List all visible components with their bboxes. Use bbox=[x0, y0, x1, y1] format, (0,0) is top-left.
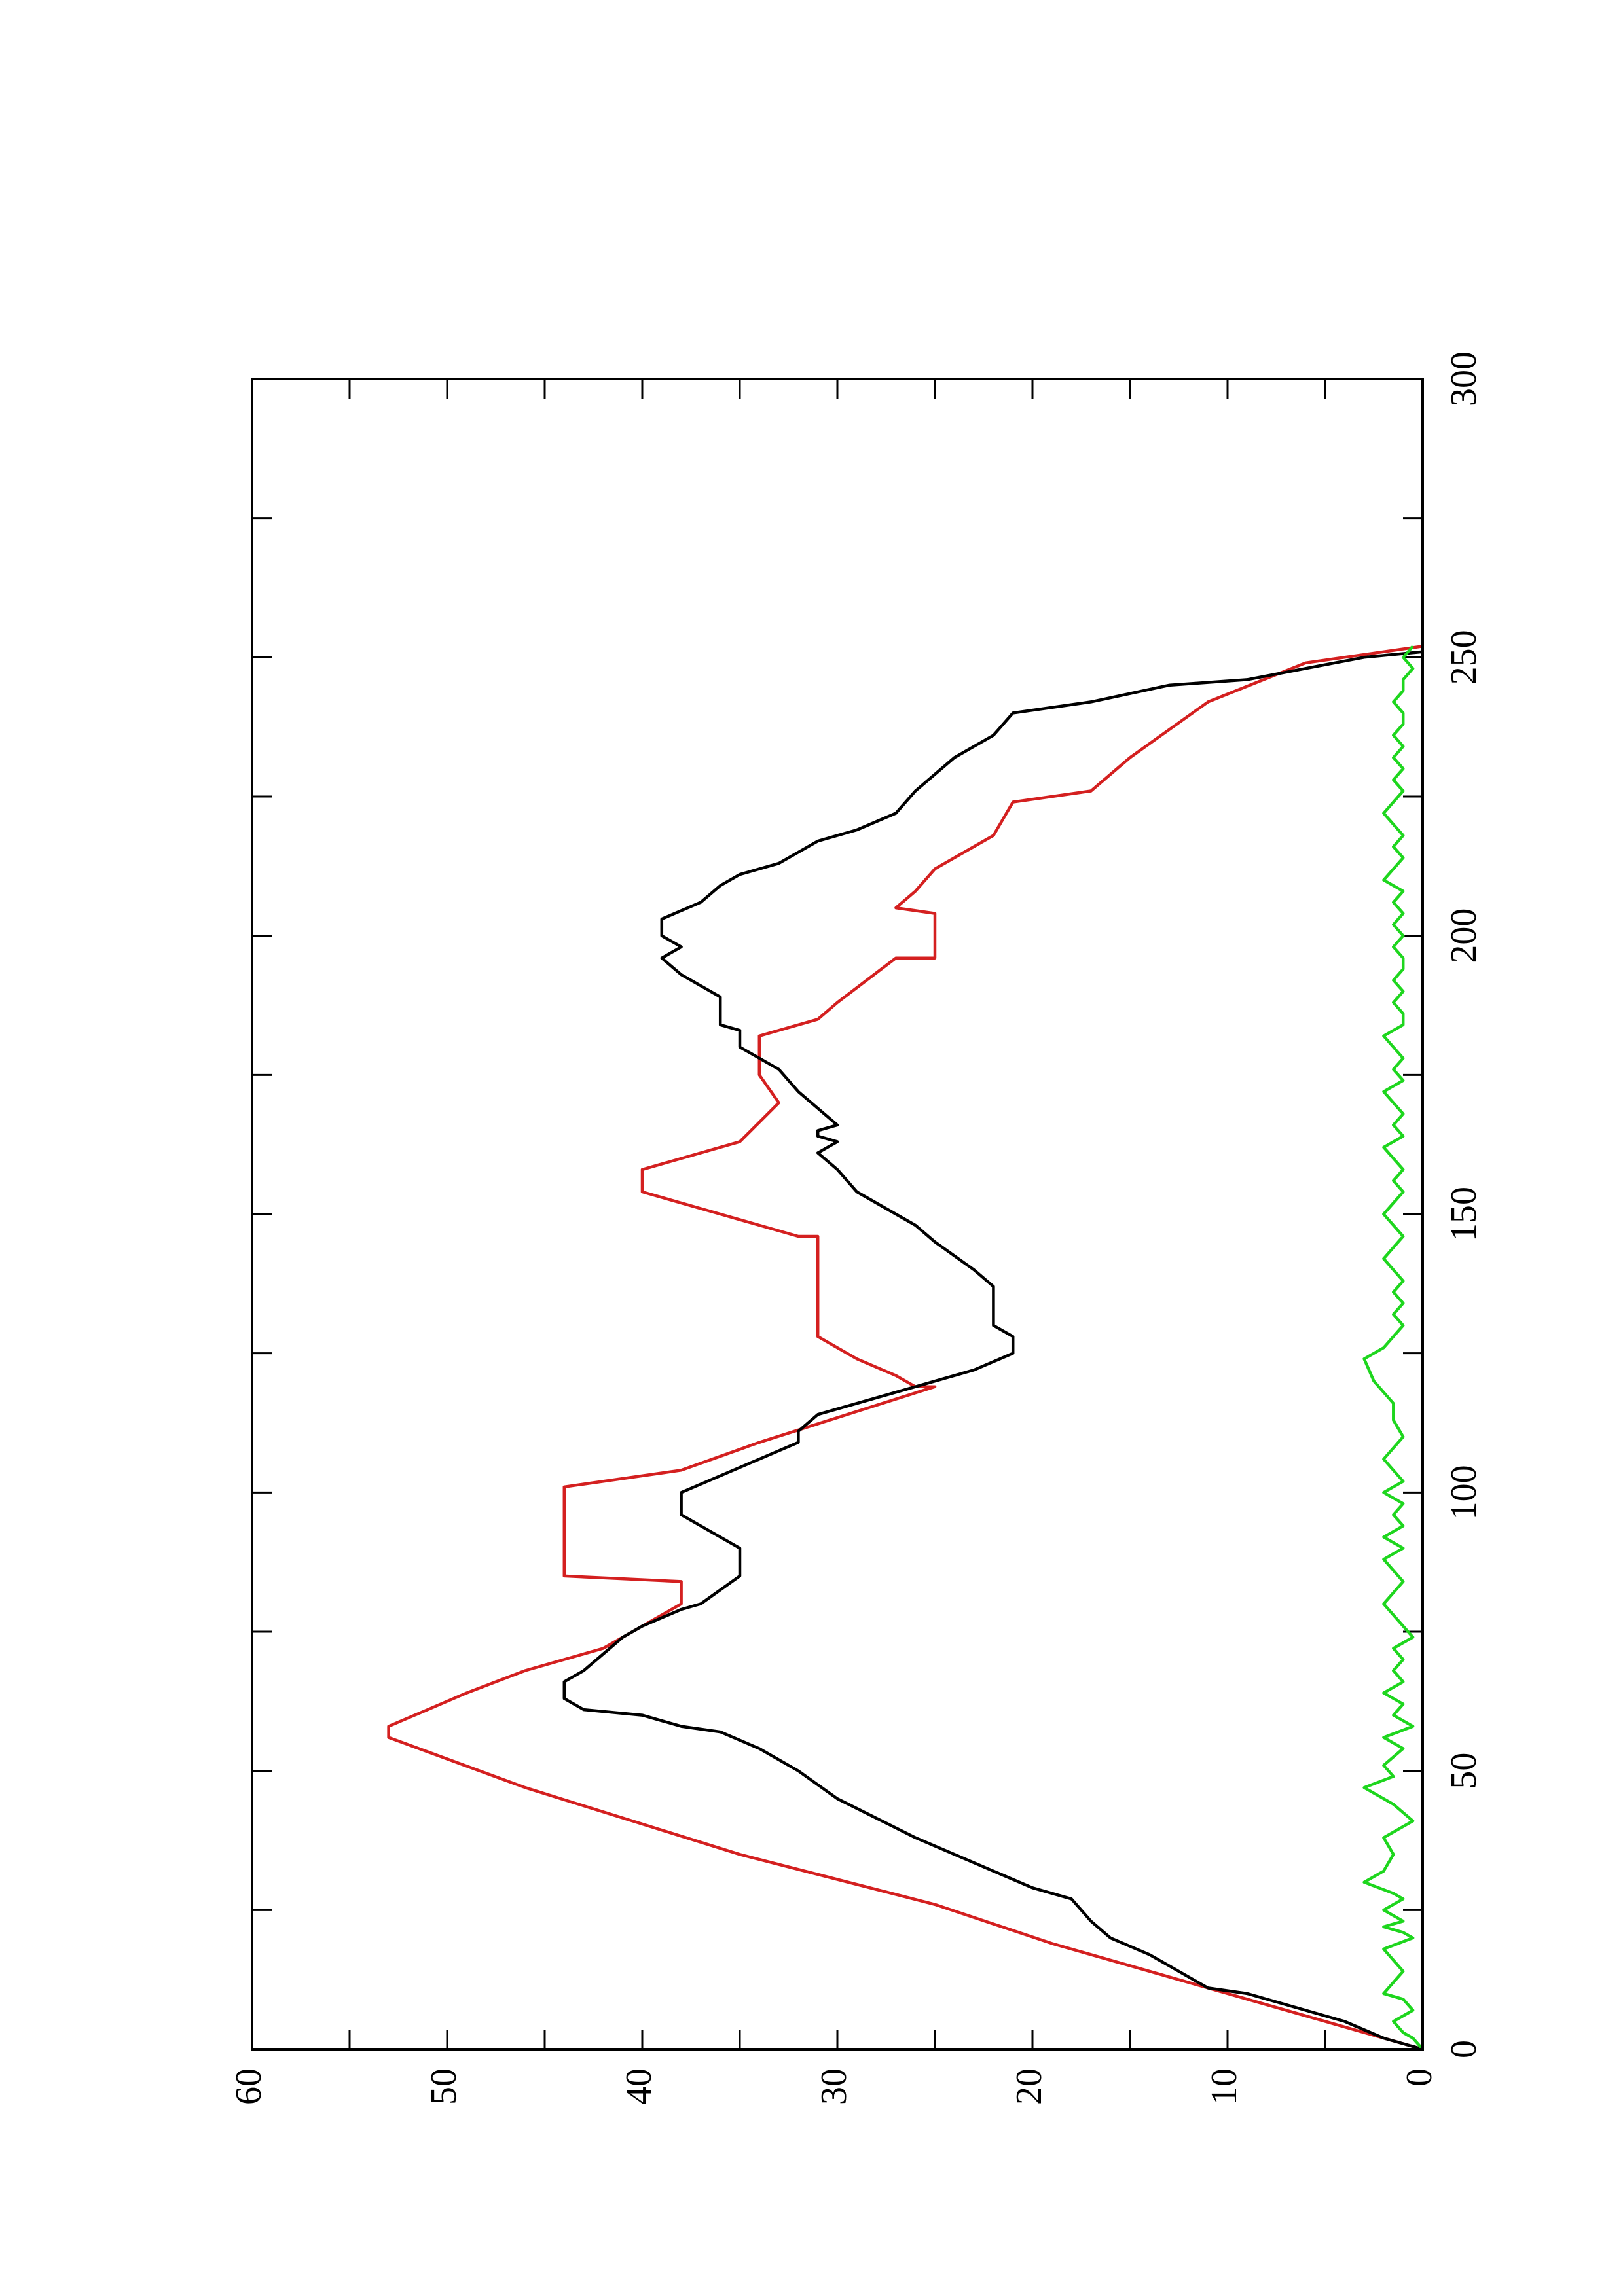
x-tick-label: 200 bbox=[1444, 908, 1484, 963]
plot-frame bbox=[251, 378, 1424, 2051]
x-tick-label: 300 bbox=[1444, 351, 1484, 406]
y-tick-label: 60 bbox=[228, 2068, 269, 2105]
y-tick-label: 20 bbox=[1009, 2068, 1049, 2105]
y-tick-label: 30 bbox=[814, 2068, 854, 2105]
x-tick-label: 100 bbox=[1444, 1465, 1484, 1520]
series-line-1 bbox=[562, 650, 1423, 2051]
x-tick-label: 150 bbox=[1444, 1187, 1484, 1242]
y-tick-label: 0 bbox=[1399, 2068, 1440, 2087]
series-lines bbox=[387, 645, 1424, 2051]
x-tick-label: 50 bbox=[1444, 1753, 1484, 1789]
x-tick-label: 0 bbox=[1444, 2040, 1484, 2058]
series-line-2 bbox=[1362, 645, 1424, 2051]
tick-labels: 0 50 100 150 200 250 300 0 10 20 30 40 50 60 bbox=[228, 351, 1484, 2105]
x-tick-label: 250 bbox=[1444, 630, 1484, 685]
y-tick-label: 50 bbox=[424, 2068, 464, 2105]
y-tick-label: 40 bbox=[619, 2068, 659, 2105]
series-line-0 bbox=[387, 645, 1423, 2051]
y-tick-label: 10 bbox=[1204, 2068, 1245, 2105]
